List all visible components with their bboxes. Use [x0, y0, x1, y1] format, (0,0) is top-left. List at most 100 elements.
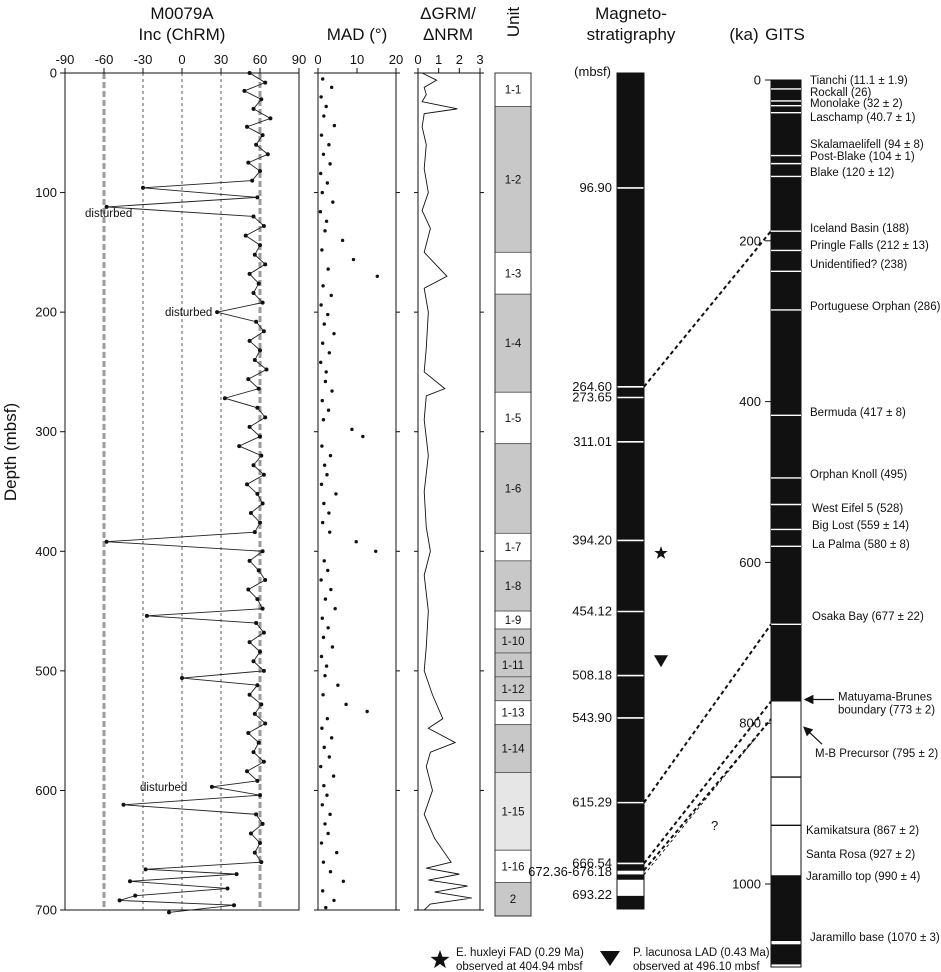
gits-event-label: West Eifel 5 (528): [812, 503, 903, 515]
mad-data-point: [332, 898, 336, 903]
mad-data-point: [330, 645, 335, 649]
mad-data-point: [344, 702, 348, 707]
inc-data-point: [215, 310, 220, 315]
mad-data-point: [329, 736, 334, 740]
mad-data-point: [331, 774, 336, 778]
star-marker-icon: [654, 546, 668, 559]
magneto-boundary-label: 693.22: [572, 887, 612, 902]
inc-data-point: [252, 711, 257, 716]
inc-data-point: [143, 867, 148, 872]
unit-label: 1-9: [505, 615, 522, 627]
mad-data-point: [329, 293, 333, 298]
inc-data-point: [247, 271, 252, 276]
magneto-boundary-label: 543.90: [572, 710, 612, 725]
mad-data-point: [323, 673, 327, 678]
unit-label: 1-6: [505, 484, 522, 496]
mad-data-point: [327, 511, 331, 515]
inc-reference-lines: [102, 73, 262, 910]
inc-data-point: [256, 740, 261, 745]
gits-event-label: Orphan Knoll (495): [810, 469, 907, 481]
magneto-boundary-label: 666.54: [572, 855, 612, 870]
mad-data-point: [323, 597, 328, 601]
mad-data-point: [323, 822, 327, 826]
inc-annotations: disturbed disturbed disturbed: [85, 208, 212, 794]
star-icon: [430, 950, 450, 969]
inc-data-point: [251, 463, 256, 468]
depth-tick-label: 400: [35, 544, 57, 559]
inc-data-point: [263, 80, 268, 85]
gits-tick-label: 200: [739, 233, 761, 248]
inc-data-point: [258, 649, 262, 654]
inc-data-point: [263, 721, 268, 726]
gits-event-label: Portuguese Orphan (286): [810, 301, 941, 313]
inc-data-point: [254, 621, 259, 626]
mad-data-point: [361, 434, 365, 439]
inc-x-tick-label: 60: [253, 52, 267, 67]
mad-x-tick-label: 0: [314, 52, 321, 67]
inc-data-point: [247, 424, 252, 429]
correlation-lines: ?: [643, 230, 772, 876]
mad-data-point: [341, 879, 346, 884]
gits-tick-label: 400: [739, 394, 761, 409]
mb-boundary-label-line1: Matuyama-Brunes: [838, 691, 932, 703]
unit-block: [494, 882, 532, 917]
uncertain-mark: ?: [711, 818, 718, 833]
mad-data-point: [322, 463, 327, 467]
gits-event-label: Tianchi (11.1 ± 1.9): [810, 75, 908, 87]
magneto-normal-block: [617, 73, 644, 909]
mad-data-point: [321, 284, 325, 288]
correlation-line: [643, 718, 772, 876]
unit-column-frame: [494, 72, 532, 917]
inc-plot-frame: [64, 72, 300, 911]
legend-triangle-line2: observed at 496.10 mbsf: [633, 961, 760, 972]
inc-data-point: [259, 860, 264, 865]
mad-data-point: [354, 540, 358, 544]
unit-block: [494, 532, 532, 562]
inc-data-point: [128, 879, 132, 884]
unit-label: 1-1: [505, 85, 522, 97]
legend: E. huxleyi FAD (0.29 Ma) observed at 404…: [430, 947, 770, 972]
inc-data-point: [259, 97, 264, 102]
magneto-unit-label: (mbsf): [574, 64, 611, 79]
gits-unit-label: (ka): [729, 25, 758, 44]
correlation-line: [643, 718, 772, 871]
unit-column: 1-1 1-2 1-3 1-4 1-5 1-6 1-7 1-8 1-9 1-10 1-11 1-12 1…: [494, 72, 532, 917]
mad-data-point: [322, 501, 326, 506]
mad-data-point: [326, 831, 330, 836]
inc-data-point: [245, 769, 249, 774]
gits-event-label: Jaramillo top (990 ± 4): [806, 871, 921, 883]
inc-data-point: [121, 802, 126, 807]
grm-label-part2: ΔNRM: [423, 25, 473, 44]
inc-data-point: [261, 472, 266, 477]
unit-label: 1-16: [501, 861, 524, 873]
inc-data-point: [255, 491, 260, 496]
unit-label: 1-14: [501, 744, 525, 756]
inc-data-point: [263, 577, 268, 582]
mad-data-point: [319, 171, 323, 176]
gits-event-label: Jaramillo base (1070 ± 3): [810, 932, 940, 944]
unit-label: 1-7: [505, 542, 522, 554]
unit-label: 1-10: [501, 636, 524, 648]
gits-event-label: Skalamaelifell (94 ± 8): [810, 139, 924, 151]
inc-data-point: [234, 872, 239, 877]
mad-data-point: [321, 860, 326, 864]
mad-data-point: [340, 238, 345, 243]
inc-x-ticks: -90 -60 -30 0 30 60 90: [56, 52, 306, 73]
gits-event-label: Iceland Basin (188): [810, 223, 909, 235]
mad-data-point: [321, 693, 325, 697]
mb-boundary-label-line2: boundary (773 ± 2): [838, 704, 935, 716]
inc-data-point: [246, 377, 251, 382]
inc-data-point: [261, 224, 266, 229]
correlation-line: [643, 623, 772, 804]
gits-normal-block: [771, 80, 801, 702]
inc-data-point: [261, 759, 266, 764]
inc-data-point: [261, 668, 266, 673]
inc-data-point: [144, 613, 149, 618]
unit-label: 1-2: [505, 174, 522, 186]
mad-data-point: [326, 267, 330, 271]
inc-data-point: [245, 124, 249, 129]
mad-axis-label: MAD (°): [327, 25, 388, 44]
gits-event-label: Kamikatsura (867 ± 2): [806, 825, 919, 837]
